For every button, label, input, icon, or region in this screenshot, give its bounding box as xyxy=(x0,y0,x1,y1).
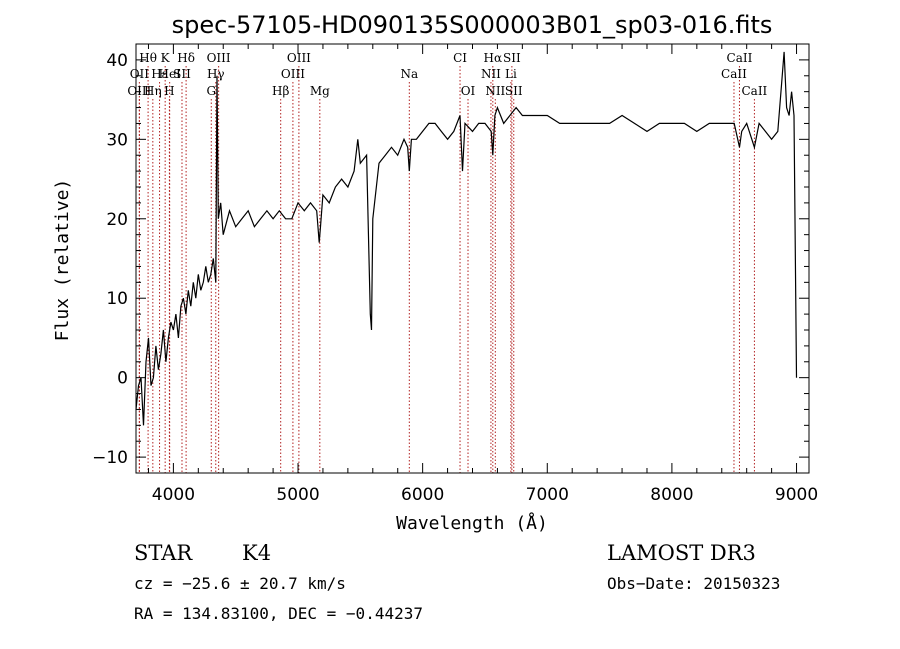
survey-name: LAMOST DR3 xyxy=(607,541,756,565)
spectral-line-label: OIII xyxy=(127,84,151,98)
spectral-line-label: Hβ xyxy=(272,84,289,98)
y-axis-ticks: −10 0 10 20 30 40 xyxy=(92,43,809,474)
spectral-line-label: CI xyxy=(453,51,467,65)
x-axis-label: Wavelength (Å) xyxy=(396,512,548,534)
spectral-line-label: OIII xyxy=(281,67,305,81)
observation-date: Obs−Date: 20150323 xyxy=(607,574,780,593)
coordinates-readout: RA = 134.83100, DEC = −0.44237 xyxy=(134,604,423,623)
redshift-readout: cz = −25.6 ± 20.7 km/s xyxy=(134,574,346,593)
x-tick-label: 9000 xyxy=(775,485,818,505)
spectral-line-label: Na xyxy=(400,67,418,81)
spectral-line-label: G xyxy=(206,84,216,98)
spectral-line-label: Li xyxy=(505,67,517,81)
spectral-line-label: OI xyxy=(461,84,476,98)
spectral-line-label: SII xyxy=(505,84,523,98)
y-tick-label: 40 xyxy=(106,51,128,71)
object-class: STAR xyxy=(134,541,193,565)
spectral-line-label: Hδ xyxy=(177,51,195,65)
flux-line xyxy=(135,51,798,426)
spectral-line-label: HeI xyxy=(158,67,181,81)
spectral-line-label: CaII xyxy=(727,51,753,65)
x-tick-label: 8000 xyxy=(650,485,693,505)
object-subclass: K4 xyxy=(242,541,271,565)
spectral-line-label: NII xyxy=(481,67,501,81)
spectral-line-label: NII xyxy=(485,84,505,98)
spectral-line-label: OIII xyxy=(287,51,311,65)
x-tick-label: 6000 xyxy=(401,485,444,505)
spectral-line-label: Hα xyxy=(484,51,503,65)
y-tick-label: 0 xyxy=(117,369,128,389)
spectral-line-label: H xyxy=(164,84,174,98)
y-tick-label: 30 xyxy=(106,130,128,150)
x-tick-label: 4000 xyxy=(152,485,195,505)
spectral-line-label: SII xyxy=(503,51,521,65)
spectral-line-label: OIII xyxy=(207,51,231,65)
y-axis-label: Flux (relative) xyxy=(52,179,73,342)
spectral-line-label: SII xyxy=(173,67,191,81)
spectral-line-label: Hε xyxy=(151,67,168,81)
flux-series xyxy=(135,51,798,426)
spectral-line-label: K xyxy=(161,51,171,65)
spectral-line-label: CaII xyxy=(741,84,767,98)
spectral-line-label: Hγ xyxy=(207,67,225,81)
y-tick-label: −10 xyxy=(92,448,128,468)
plot-frame xyxy=(135,43,810,474)
chart-title: spec-57105-HD090135S000003B01_sp03-016.f… xyxy=(172,11,773,39)
x-axis-ticks: 4000 5000 6000 7000 8000 9000 xyxy=(147,44,818,505)
y-tick-label: 20 xyxy=(106,210,128,230)
spectral-line-label: Mg xyxy=(310,84,330,98)
spectral-line-label: Hθ xyxy=(139,51,157,65)
spectral-line-label: OII xyxy=(130,67,150,81)
x-tick-label: 7000 xyxy=(526,485,569,505)
spectral-line-label: Hη xyxy=(144,84,162,98)
x-tick-label: 5000 xyxy=(276,485,319,505)
y-tick-label: 10 xyxy=(106,289,128,309)
spectral-line-label: CaII xyxy=(721,67,747,81)
